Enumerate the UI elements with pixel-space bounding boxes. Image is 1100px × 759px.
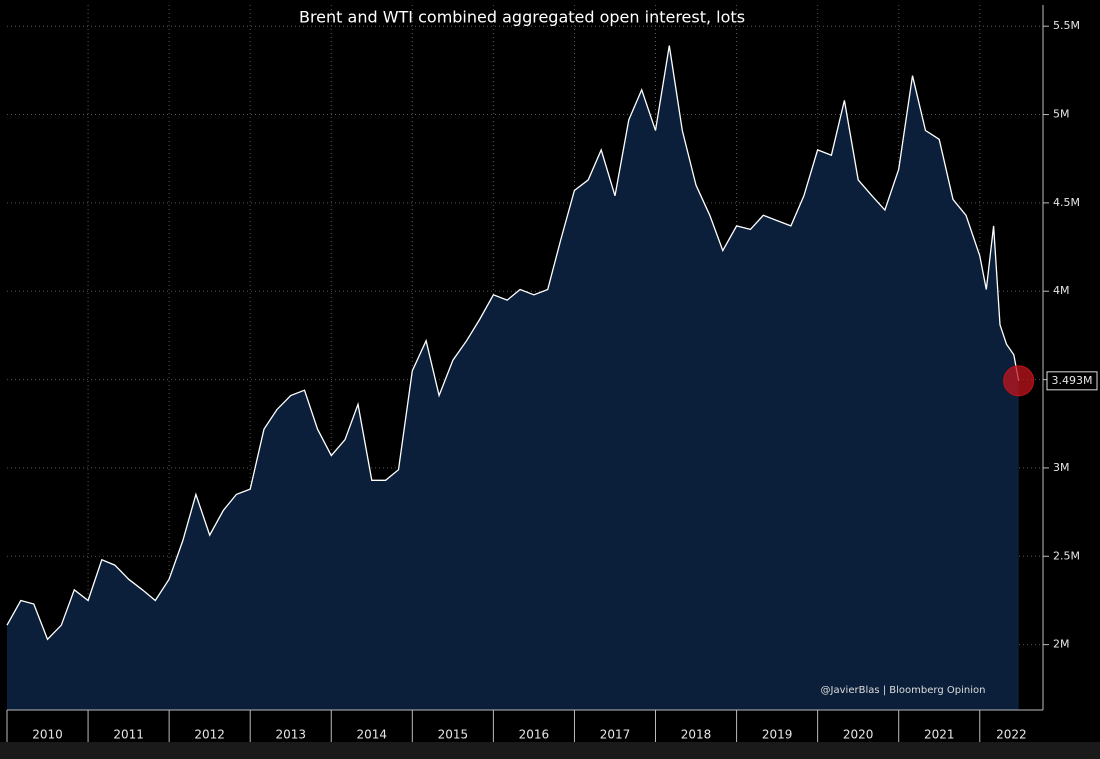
last-value-box xyxy=(1046,371,1098,391)
x-tick-label: 2022 xyxy=(996,728,1027,742)
credit: @JavierBlas | Bloomberg Opinion xyxy=(821,685,986,696)
x-tick-label: 2010 xyxy=(32,728,63,742)
x-tick-label: 2018 xyxy=(681,728,712,742)
x-tick-label: 2017 xyxy=(600,728,631,742)
x-tick-label: 2014 xyxy=(357,728,388,742)
y-tick-label: 2.5M xyxy=(1053,549,1080,562)
x-tick-label: 2015 xyxy=(438,728,469,742)
last-value-marker xyxy=(1003,365,1035,397)
x-tick-label: 2019 xyxy=(762,728,793,742)
x-tick-label: 2013 xyxy=(275,728,306,742)
bottom-strip xyxy=(0,742,1100,759)
x-tick-label: 2012 xyxy=(194,728,225,742)
x-tick-label: 2020 xyxy=(843,728,874,742)
y-tick-label: 3M xyxy=(1053,461,1070,474)
area xyxy=(7,45,1019,711)
plot-area xyxy=(6,5,1043,711)
y-tick-label: 4.5M xyxy=(1053,196,1080,209)
y-tick-label: 2M xyxy=(1053,638,1070,651)
last-value-label: 3.493M xyxy=(1052,374,1093,387)
x-tick-label: 2016 xyxy=(519,728,550,742)
y-tick-label: 5.5M xyxy=(1053,19,1080,32)
line xyxy=(6,45,1020,641)
x-tick-label: 2011 xyxy=(113,728,144,742)
x-tick-label: 2021 xyxy=(924,728,955,742)
y-tick-label: 4M xyxy=(1053,284,1070,297)
y-tick-label: 5M xyxy=(1053,108,1070,121)
chart-title: Brent and WTI combined aggregated open i… xyxy=(299,8,745,27)
